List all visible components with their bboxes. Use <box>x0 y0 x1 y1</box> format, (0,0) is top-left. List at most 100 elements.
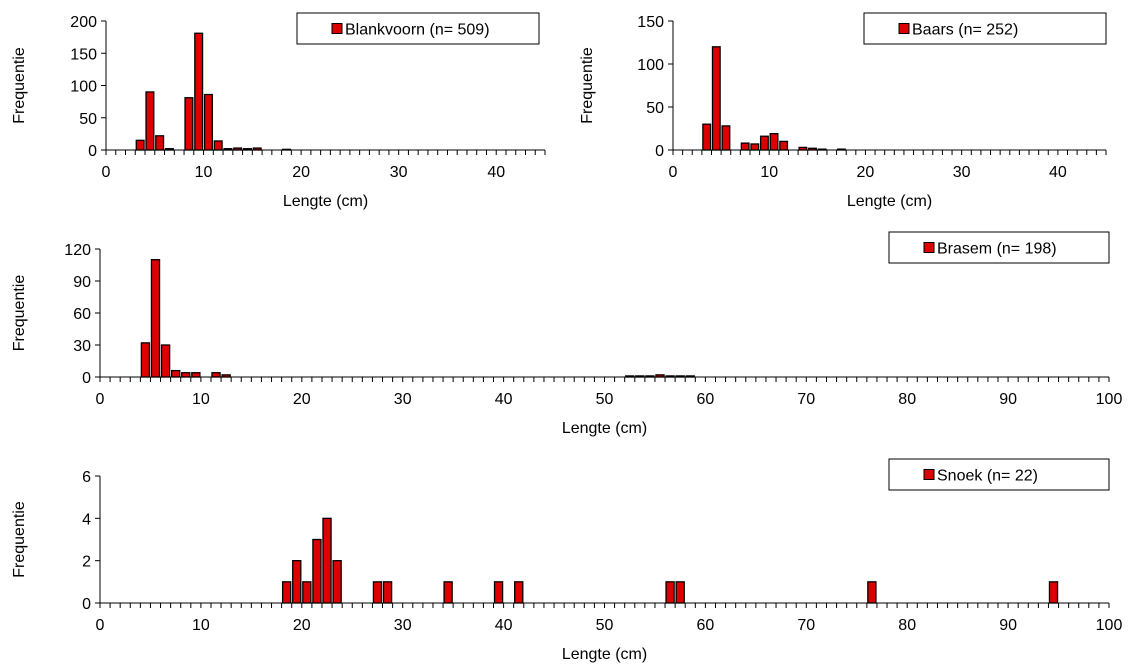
bar <box>203 93 213 151</box>
y-tick-label: 50 <box>646 100 664 117</box>
x-tick-label: 40 <box>1049 164 1067 181</box>
x-tick-label: 40 <box>495 391 513 408</box>
bar <box>211 372 221 378</box>
x-tick-label: 0 <box>96 617 105 634</box>
y-tick-label: 90 <box>73 274 91 291</box>
x-tick-label: 60 <box>697 391 715 408</box>
bar <box>194 32 204 151</box>
bar <box>769 133 779 151</box>
y-axis-title: Frequentie <box>579 47 596 124</box>
x-tick-label: 100 <box>1096 391 1123 408</box>
bar <box>750 143 760 151</box>
legend-label: Brasem (n= 198) <box>937 241 1057 258</box>
y-tick-label: 6 <box>82 469 91 486</box>
y-tick-label: 100 <box>637 57 664 74</box>
legend-label: Blankvoorn (n= 509) <box>345 22 490 39</box>
bar <box>135 139 145 151</box>
bar <box>740 142 750 151</box>
bar <box>675 581 685 604</box>
bar <box>150 259 161 378</box>
bar <box>759 135 769 151</box>
y-tick-label: 4 <box>82 511 91 528</box>
x-axis-title: Lengte (cm) <box>847 193 932 210</box>
bar <box>145 91 155 151</box>
bar <box>702 123 712 151</box>
bar <box>514 581 524 604</box>
x-axis-title: Lengte (cm) <box>562 420 647 437</box>
x-tick-label: 10 <box>195 164 213 181</box>
y-tick-label: 50 <box>79 111 97 128</box>
legend: Brasem (n= 198) <box>888 231 1110 264</box>
legend-swatch <box>923 469 935 480</box>
x-tick-label: 0 <box>669 164 678 181</box>
x-tick-label: 10 <box>760 164 778 181</box>
x-tick-label: 90 <box>999 617 1017 634</box>
x-axis-title: Lengte (cm) <box>562 646 647 663</box>
y-tick-label: 120 <box>64 242 91 259</box>
bar <box>711 46 721 151</box>
bar <box>213 140 223 151</box>
bar <box>140 342 151 378</box>
legend: Blankvoorn (n= 509) <box>296 12 540 45</box>
y-tick-label: 200 <box>70 14 97 31</box>
bar <box>665 581 675 604</box>
bar <box>443 581 453 604</box>
y-tick-label: 0 <box>82 370 91 387</box>
x-tick-label: 10 <box>192 617 210 634</box>
legend-swatch <box>923 242 935 253</box>
bar <box>721 125 731 151</box>
legend-swatch <box>898 23 910 34</box>
x-tick-label: 50 <box>596 617 614 634</box>
legend: Snoek (n= 22) <box>888 458 1110 491</box>
y-tick-label: 0 <box>655 143 664 160</box>
bar <box>372 581 383 604</box>
bar <box>170 369 181 378</box>
y-axis-title: Frequentie <box>11 47 28 124</box>
x-tick-label: 60 <box>697 617 715 634</box>
bar <box>155 135 165 151</box>
x-tick-label: 10 <box>192 391 210 408</box>
x-tick-label: 100 <box>1096 617 1123 634</box>
x-tick-label: 90 <box>999 391 1017 408</box>
x-tick-label: 30 <box>394 391 412 408</box>
x-tick-label: 0 <box>102 164 111 181</box>
y-tick-label: 30 <box>73 338 91 355</box>
y-tick-label: 100 <box>70 79 97 96</box>
bar <box>779 140 789 151</box>
x-tick-label: 20 <box>293 391 311 408</box>
y-tick-label: 0 <box>82 596 91 613</box>
x-tick-label: 30 <box>394 617 412 634</box>
y-tick-label: 60 <box>73 306 91 323</box>
x-tick-label: 50 <box>596 391 614 408</box>
x-tick-label: 20 <box>292 164 310 181</box>
bar <box>292 560 302 604</box>
legend-label: Baars (n= 252) <box>912 22 1018 39</box>
y-tick-label: 150 <box>637 14 664 31</box>
bar <box>181 372 191 378</box>
blankvoorn-length-histogram: 0 50 100 150 200 0 10 20 30 40 Lengte (cm) Frequent… <box>11 12 546 210</box>
y-axis-title: Frequentie <box>11 275 28 352</box>
bar <box>332 560 342 604</box>
bar <box>1048 581 1059 604</box>
y-tick-label: 0 <box>88 143 97 160</box>
bar <box>302 581 312 604</box>
legend: Baars (n= 252) <box>863 12 1107 45</box>
x-tick-label: 30 <box>953 164 971 181</box>
y-tick-label: 150 <box>70 46 97 63</box>
x-tick-label: 30 <box>390 164 408 181</box>
x-tick-label: 20 <box>293 617 311 634</box>
brasem-length-histogram: 0 30 60 90 120 0 10 20 30 40 50 60 70 80 90 100 Lengte (… <box>11 231 1123 437</box>
legend-swatch <box>331 23 343 34</box>
y-tick-label: 2 <box>82 554 91 571</box>
y-axis-title: Frequentie <box>11 501 28 578</box>
x-tick-label: 20 <box>857 164 875 181</box>
bar <box>184 97 194 151</box>
bar <box>281 581 292 604</box>
x-axis-title: Lengte (cm) <box>283 193 368 210</box>
baars-length-histogram: 0 50 100 150 0 10 20 30 40 Lengte (cm) Frequentie B… <box>579 12 1107 210</box>
x-tick-label: 80 <box>898 391 916 408</box>
x-tick-label: 40 <box>487 164 505 181</box>
x-tick-label: 0 <box>96 391 105 408</box>
bar <box>493 581 504 604</box>
